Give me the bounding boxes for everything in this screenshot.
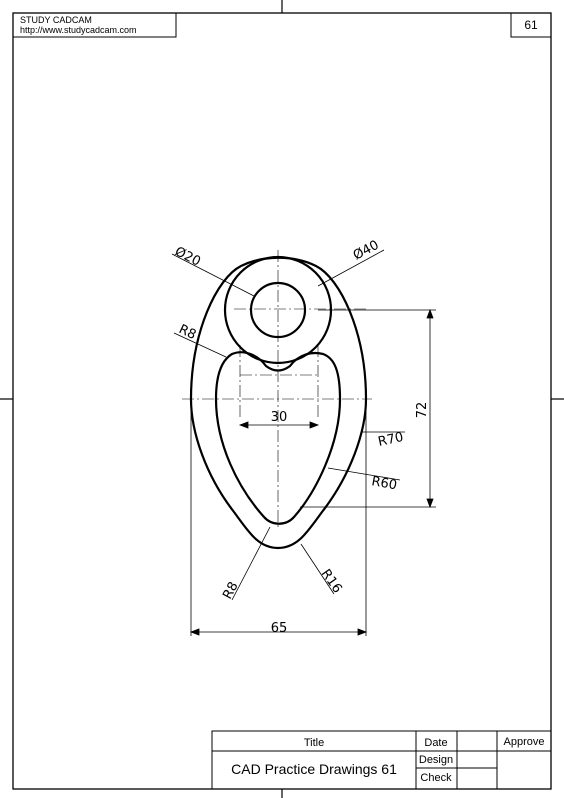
dim-r60: R60 — [370, 474, 398, 493]
sheet-number: 61 — [524, 18, 538, 32]
dim-r16: R16 — [318, 567, 345, 597]
dim-width-65: 65 — [271, 621, 288, 636]
brand-text: STUDY CADCAM — [20, 15, 92, 25]
title-block-texts: Title Date Approve Design Check CAD Prac… — [231, 736, 544, 784]
dim-r8-top: R8 — [176, 322, 198, 343]
header-block: STUDY CADCAM http://www.studycadcam.com … — [12, 12, 552, 38]
drawing-border — [12, 12, 552, 790]
dim-width-30: 30 — [271, 410, 288, 425]
dim-r8-bottom: R8 — [220, 580, 241, 602]
approve-label: Approve — [504, 736, 545, 748]
drawing-title: CAD Practice Drawings 61 — [231, 761, 397, 777]
title-label: Title — [304, 737, 324, 749]
check-label: Check — [420, 772, 452, 784]
hole-circle-dia20 — [249, 281, 307, 339]
dim-dia20: Ø20 — [172, 244, 203, 270]
dim-r70: R70 — [377, 430, 405, 450]
website-link[interactable]: http://www.studycadcam.com — [20, 25, 137, 35]
dimension-lines — [171, 249, 436, 636]
design-label: Design — [419, 754, 453, 766]
outer-profile — [189, 256, 368, 550]
date-label: Date — [424, 737, 447, 749]
inner-cutout — [214, 351, 342, 525]
title-block — [211, 730, 552, 790]
part-geometry — [189, 255, 368, 550]
dimension-texts: Ø20 Ø40 R8 30 72 R70 R60 R8 R16 65 — [172, 238, 430, 636]
dim-height-72: 72 — [415, 402, 430, 419]
centerlines — [182, 250, 372, 528]
